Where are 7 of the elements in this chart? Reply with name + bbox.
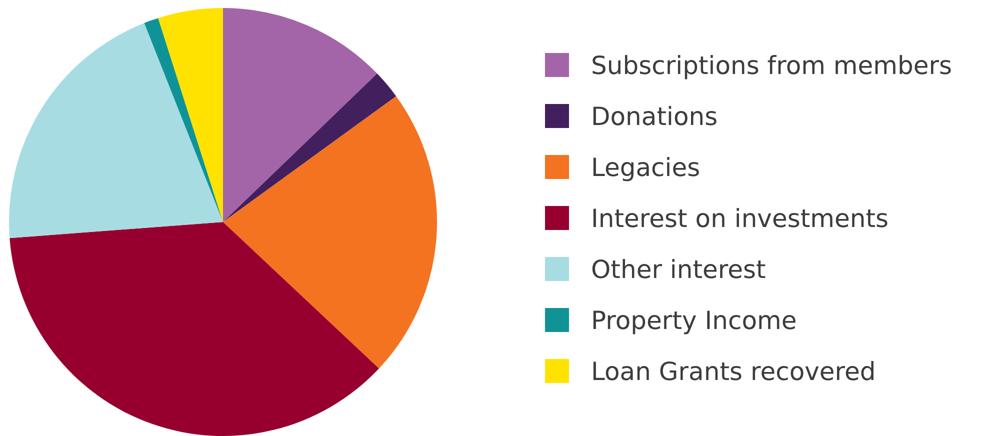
legend-label: Subscriptions from members (591, 50, 952, 80)
legend-label: Donations (591, 102, 718, 130)
legend-label: Interest on investments (591, 204, 889, 232)
legend-label: Loan Grants recovered (591, 356, 876, 386)
legend-label: Property Income (591, 306, 797, 334)
legend-label: Legacies (591, 152, 700, 182)
legend-label: Other interest (591, 254, 766, 284)
